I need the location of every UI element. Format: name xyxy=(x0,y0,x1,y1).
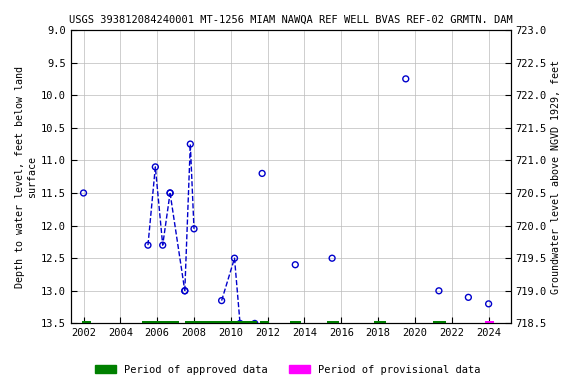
Point xyxy=(158,242,167,248)
Bar xyxy=(82,321,91,326)
Point xyxy=(143,242,153,248)
Bar xyxy=(260,321,270,326)
Y-axis label: Groundwater level above NGVD 1929, feet: Groundwater level above NGVD 1929, feet xyxy=(551,60,561,294)
Bar xyxy=(374,321,385,326)
Point xyxy=(236,320,245,326)
Point xyxy=(190,226,199,232)
Point xyxy=(464,294,473,300)
Point xyxy=(250,320,259,326)
Point xyxy=(328,255,337,261)
Point xyxy=(151,164,160,170)
Y-axis label: Depth to water level, feet below land
surface: Depth to water level, feet below land su… xyxy=(15,66,37,288)
Point xyxy=(217,298,226,304)
Bar xyxy=(142,321,179,326)
Legend: Period of approved data, Period of provisional data: Period of approved data, Period of provi… xyxy=(91,361,485,379)
Point xyxy=(257,170,267,177)
Point xyxy=(401,76,410,82)
Point xyxy=(434,288,444,294)
Bar xyxy=(485,321,494,326)
Bar xyxy=(185,321,257,326)
Bar xyxy=(290,321,301,326)
Point xyxy=(180,288,190,294)
Bar xyxy=(327,321,339,326)
Point xyxy=(185,141,195,147)
Point xyxy=(230,255,239,261)
Point xyxy=(291,262,300,268)
Bar xyxy=(433,321,446,326)
Title: USGS 393812084240001 MT-1256 MIAM NAWQA REF WELL BVAS REF-02 GRMTN. DAM: USGS 393812084240001 MT-1256 MIAM NAWQA … xyxy=(69,15,513,25)
Point xyxy=(180,288,190,294)
Point xyxy=(165,190,175,196)
Point xyxy=(484,301,493,307)
Point xyxy=(165,190,175,196)
Point xyxy=(79,190,88,196)
